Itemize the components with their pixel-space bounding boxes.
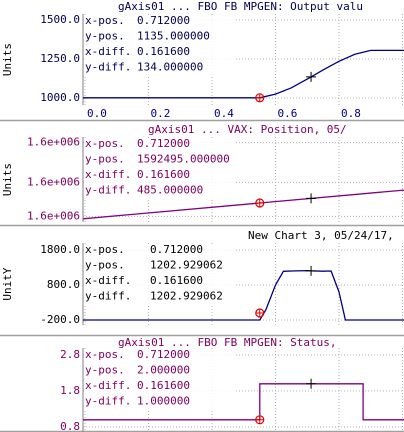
cursor-marker bbox=[306, 193, 317, 204]
readout-value: 0.161600 bbox=[137, 45, 190, 58]
x-tick-label: 0.8 bbox=[341, 107, 361, 120]
reference-cross bbox=[255, 415, 264, 424]
y-tick-label: 1000.0 bbox=[40, 91, 80, 104]
readout-label: x-pos. bbox=[85, 348, 125, 361]
panel-title: gAxis01 ... FBO FB MPGEN: Status, bbox=[118, 336, 337, 349]
readout-label: y-diff. bbox=[85, 290, 131, 303]
readout-value: 0.161600 bbox=[137, 379, 190, 392]
readout-value: 1202.929062 bbox=[150, 259, 223, 272]
readout-value: 2.000000 bbox=[137, 364, 190, 377]
reference-cross bbox=[255, 93, 264, 102]
panel: 2.8 1.8 0.8 gAxis01 ... FBO FB MPGEN: Statu… bbox=[0, 336, 404, 432]
readout-label: x-diff. bbox=[85, 45, 131, 58]
readout-label: x-pos. bbox=[85, 137, 125, 150]
y-tick-label: 1.6e+006 bbox=[27, 209, 80, 222]
readout-value: 134.000000 bbox=[137, 61, 203, 74]
y-tick-label: 1.6e+006 bbox=[27, 175, 80, 188]
readout-value: 1592495.000000 bbox=[137, 153, 230, 166]
readout-value: 0.712000 bbox=[137, 137, 190, 150]
readout-label: y-pos. bbox=[85, 30, 125, 43]
readout-label: x-diff. bbox=[85, 274, 131, 287]
x-tick-label: 0.0 bbox=[87, 107, 107, 120]
readout-value: 1202.929062 bbox=[150, 290, 223, 303]
readout-label: x-diff. bbox=[85, 379, 131, 392]
readout-value: 1135.000000 bbox=[137, 30, 210, 43]
y-tick-label: 1250.0 bbox=[40, 52, 80, 65]
readout-value: 485.000000 bbox=[137, 184, 203, 197]
cursor-marker bbox=[306, 378, 317, 389]
y-axis-label: Units bbox=[1, 163, 14, 196]
cursor-readout-box bbox=[84, 138, 234, 200]
readout-value: 0.161600 bbox=[137, 168, 190, 181]
readout-label: y-diff. bbox=[85, 184, 131, 197]
panel-title: gAxis01 ... VAX: Position, 05/ bbox=[148, 123, 347, 136]
y-tick-label: -200.0 bbox=[40, 313, 80, 326]
y-tick-label: 800.0 bbox=[47, 278, 80, 291]
readout-value: 0.712000 bbox=[137, 14, 190, 27]
readout-label: y-diff. bbox=[85, 61, 131, 74]
cursor-readout-box bbox=[84, 244, 234, 306]
x-tick-label: 0.2 bbox=[151, 107, 171, 120]
readout-value: 0.712000 bbox=[150, 243, 203, 256]
panel: 1.6e+006 1.6e+006 1.6e+006 Units gAxis01 ...… bbox=[0, 123, 404, 227]
trace-line bbox=[83, 49, 404, 99]
x-tick-label: 0.4 bbox=[214, 107, 234, 120]
cursor-readout-box bbox=[84, 349, 234, 411]
y-tick-label: 0.8 bbox=[60, 420, 80, 432]
reference-cross bbox=[255, 199, 264, 208]
trace-line bbox=[82, 189, 404, 220]
y-tick-label: 1.6e+006 bbox=[27, 136, 80, 149]
y-axis-label: UnitY bbox=[1, 267, 14, 300]
readout-label: x-pos. bbox=[85, 14, 125, 27]
readout-label: x-diff. bbox=[85, 168, 131, 181]
y-tick-label: 1500.0 bbox=[40, 13, 80, 26]
panel-title: New Chart 3, 05/24/17, bbox=[248, 229, 394, 242]
y-axis-label: Units bbox=[1, 43, 14, 76]
panel: 1800.0 800.0 -200.0 UnitY New Chart 3, 05/24… bbox=[0, 229, 404, 337]
readout-label: y-pos. bbox=[85, 364, 125, 377]
x-tick-label: 0.6 bbox=[278, 107, 298, 120]
y-tick-label: 1800.0 bbox=[40, 243, 80, 256]
readout-label: y-diff. bbox=[85, 395, 131, 408]
y-tick-label: 2.8 bbox=[60, 348, 80, 361]
reference-cross bbox=[255, 308, 264, 317]
y-tick-label: 1.8 bbox=[60, 384, 80, 397]
readout-value: 0.712000 bbox=[137, 348, 190, 361]
panel: 0.00.20.40.60.81.01500.01250.01000.0Unit… bbox=[0, 0, 404, 122]
cursor-marker bbox=[306, 71, 317, 82]
readout-value: 1.000000 bbox=[137, 395, 190, 408]
readout-value: 0.161600 bbox=[150, 274, 203, 287]
cursor-marker bbox=[306, 265, 317, 276]
cursor-readout-box bbox=[84, 15, 234, 77]
readout-label: y-pos. bbox=[85, 259, 125, 272]
readout-label: x-pos. bbox=[85, 243, 125, 256]
panel-title: gAxis01 ... FBO FB MPGEN: Output valu bbox=[118, 0, 363, 13]
readout-label: y-pos. bbox=[85, 153, 125, 166]
